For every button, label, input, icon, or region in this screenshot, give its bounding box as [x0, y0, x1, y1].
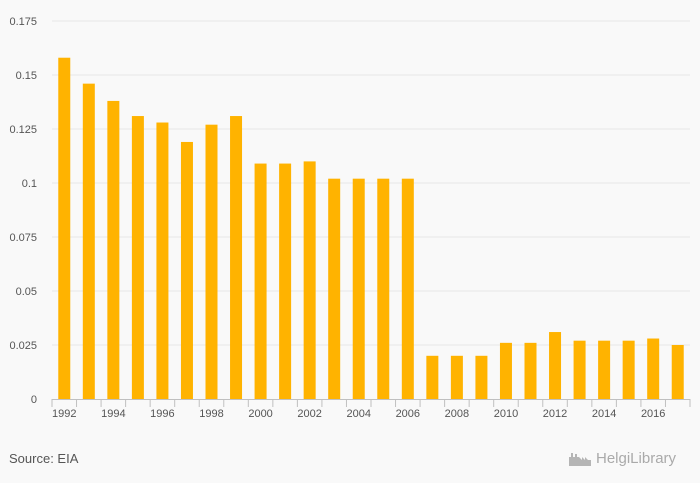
bar [58, 57, 71, 399]
bar [377, 178, 390, 399]
y-tick-label: 0.05 [16, 286, 37, 298]
x-tick-label: 2010 [494, 408, 518, 420]
bar [180, 141, 193, 399]
x-tick-label: 1996 [150, 408, 174, 420]
x-tick-label: 1994 [101, 408, 125, 420]
logo-text: HelgiLibrary [596, 450, 677, 467]
x-tick-label: 1998 [199, 408, 223, 420]
y-tick-label: 0.075 [9, 232, 37, 244]
y-tick-label: 0.15 [16, 70, 37, 82]
bar [549, 332, 562, 399]
bar [303, 161, 316, 399]
bar [524, 342, 537, 399]
bar [401, 178, 414, 399]
x-tick-label: 2012 [543, 408, 567, 420]
x-tick-label: 2004 [346, 408, 370, 420]
source-note: Source: EIA [9, 451, 79, 466]
bar [450, 355, 463, 399]
bar [598, 340, 611, 399]
bar [622, 340, 635, 399]
x-tick-label: 2008 [445, 408, 469, 420]
bar [107, 100, 120, 400]
x-tick-label: 2016 [641, 408, 665, 420]
bar [279, 163, 292, 399]
x-tick-label: 2000 [248, 408, 272, 420]
x-tick-label: 2006 [396, 408, 420, 420]
bar [205, 124, 218, 400]
y-tick-label: 0.1 [22, 178, 37, 190]
bar [156, 122, 169, 400]
bar [671, 345, 684, 399]
bar [131, 116, 144, 399]
bar [328, 178, 341, 399]
helgi-library-logo[interactable]: HelgiLibrary [568, 450, 676, 467]
bar [352, 178, 365, 399]
bar [82, 83, 95, 399]
x-tick-label: 1992 [52, 408, 76, 420]
y-tick-label: 0 [31, 394, 37, 406]
bar [499, 342, 512, 399]
bar [230, 116, 243, 399]
y-tick-label: 0.125 [9, 124, 37, 136]
bar [475, 355, 488, 399]
bar [426, 355, 439, 399]
y-tick-label: 0.025 [9, 340, 37, 352]
bar [254, 163, 267, 399]
x-tick-label: 2002 [297, 408, 321, 420]
bar [647, 338, 660, 399]
x-tick-label: 2014 [592, 408, 616, 420]
bar [573, 340, 586, 399]
y-tick-label: 0.175 [9, 16, 37, 28]
factory-icon [569, 452, 591, 466]
